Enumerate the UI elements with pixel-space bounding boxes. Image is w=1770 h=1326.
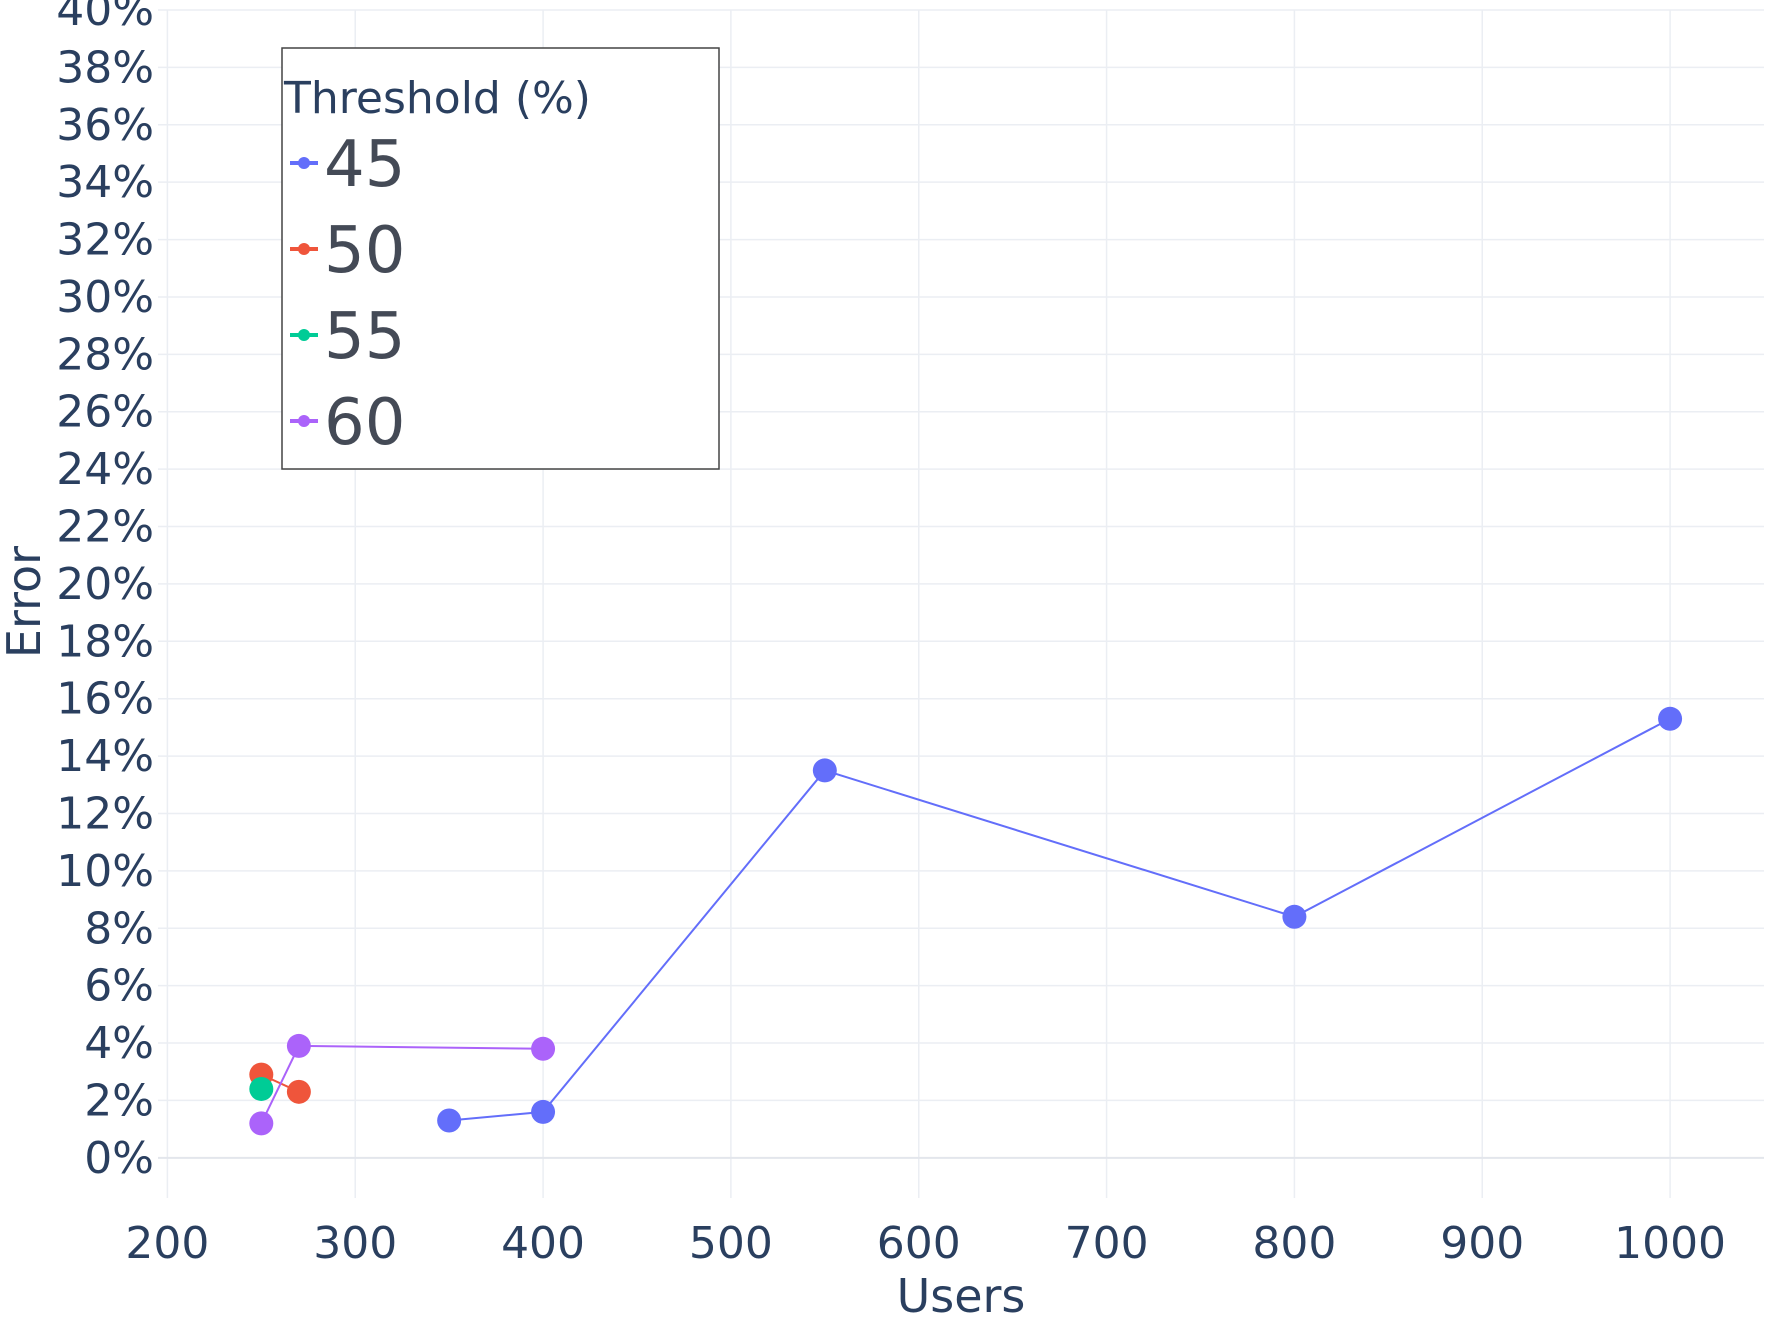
y-tick-label: 36% — [56, 100, 154, 151]
y-tick-label: 24% — [56, 444, 154, 495]
legend-marker-swatch — [298, 415, 310, 427]
y-tick-label: 32% — [56, 215, 154, 266]
legend-box — [281, 47, 720, 470]
data-point — [286, 1079, 311, 1104]
legend-marker-swatch — [298, 243, 310, 255]
data-point — [249, 1111, 274, 1136]
legend-label: 55 — [324, 300, 405, 374]
y-tick-label: 34% — [56, 157, 154, 208]
y-tick-label: 2% — [84, 1075, 154, 1126]
x-tick-label: 500 — [689, 1218, 773, 1269]
legend-items: 45 50 55 60 — [290, 128, 405, 460]
y-tick-label: 4% — [84, 1018, 154, 1069]
data-point — [812, 758, 837, 783]
y-tick-label: 26% — [56, 387, 154, 438]
legend: Threshold (%) 45 50 55 60 — [281, 47, 720, 470]
grid-layer — [158, 9, 1764, 1198]
legend-item-55: 55 — [290, 300, 405, 374]
data-point — [1658, 706, 1683, 731]
legend-label: 50 — [324, 214, 405, 288]
data-point — [531, 1099, 556, 1124]
x-axis-title: Users — [897, 1269, 1026, 1323]
data-point — [437, 1108, 462, 1133]
legend-title: Threshold (%) — [283, 73, 591, 124]
series-55 — [249, 1076, 274, 1101]
y-tick-label: 16% — [56, 674, 154, 725]
x-tick-label: 400 — [501, 1218, 585, 1269]
y-tick-label: 18% — [56, 616, 154, 667]
legend-marker-swatch — [298, 157, 310, 169]
y-tick-label: 12% — [56, 788, 154, 839]
legend-label: 60 — [324, 386, 405, 460]
y-tick-label: 0% — [84, 1133, 154, 1184]
series-60 — [249, 1033, 556, 1136]
y-axis-title: Error — [0, 546, 51, 658]
legend-marker-swatch — [298, 329, 310, 341]
x-tick-label: 200 — [125, 1218, 209, 1269]
x-tick-label: 700 — [1065, 1218, 1149, 1269]
y-tick-label: 28% — [56, 329, 154, 380]
data-point — [249, 1076, 274, 1101]
data-point — [286, 1033, 311, 1058]
x-tick-label: 900 — [1440, 1218, 1524, 1269]
series-45 — [437, 706, 1683, 1133]
x-tick-label: 600 — [877, 1218, 961, 1269]
y-tick-label: 40% — [56, 0, 154, 36]
y-tick-label: 10% — [56, 846, 154, 897]
y-tick-labels: 0% 2% 4% 6% 8% 10% 12% 14% 16% 18% 20% 22% 24% 26% 28%… — [56, 0, 154, 1184]
legend-label: 45 — [324, 128, 405, 202]
y-tick-label: 38% — [56, 42, 154, 93]
y-tick-label: 22% — [56, 502, 154, 553]
legend-item-60: 60 — [290, 386, 405, 460]
y-tick-label: 6% — [84, 961, 154, 1012]
series-line — [449, 717, 1671, 1122]
y-tick-label: 14% — [56, 731, 154, 782]
x-tick-label: 1000 — [1614, 1218, 1726, 1269]
series-layer — [249, 706, 1683, 1136]
legend-item-50: 50 — [290, 214, 405, 288]
data-point — [531, 1036, 556, 1061]
y-tick-label: 30% — [56, 272, 154, 323]
data-point — [1282, 904, 1307, 929]
x-tick-labels: 200 300 400 500 600 700 800 900 1000 — [125, 1218, 1726, 1269]
legend-item-45: 45 — [290, 128, 405, 202]
y-tick-label: 8% — [84, 903, 154, 954]
x-tick-label: 800 — [1252, 1218, 1336, 1269]
x-tick-label: 300 — [313, 1218, 397, 1269]
y-tick-label: 20% — [56, 559, 154, 610]
